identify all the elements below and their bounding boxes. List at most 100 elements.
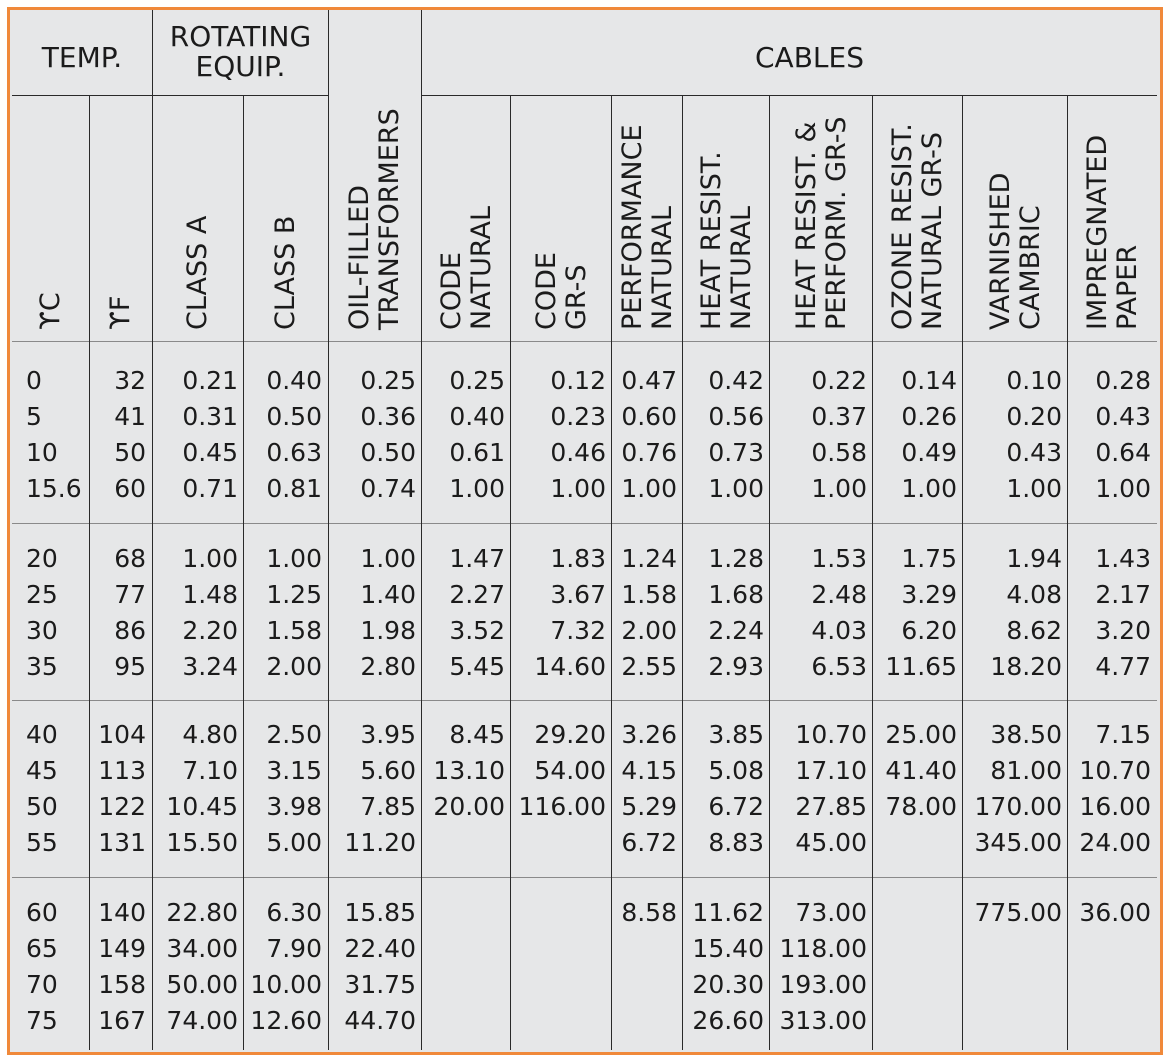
table-cell: 74.00: [166, 1006, 238, 1035]
table-cell: 25.00: [885, 720, 957, 749]
rule-group-0: [12, 341, 1157, 342]
table-cell: 0.26: [901, 402, 957, 431]
table-cell: 1.00: [708, 474, 764, 503]
table-cell: 73.00: [795, 898, 867, 927]
table-cell: 20.30: [692, 970, 764, 999]
table-cell: 22.40: [344, 934, 416, 963]
table-cell: 0.63: [266, 438, 322, 467]
table-cell: 95: [114, 652, 146, 681]
rule-col-classb: [243, 95, 244, 1050]
table-cell: 6.53: [811, 652, 867, 681]
table-cell: 10.00: [250, 970, 322, 999]
table-cell: 0.43: [1006, 438, 1062, 467]
table-cell: 77: [114, 580, 146, 609]
rule-group-3: [12, 877, 1157, 878]
table-cell: 1.98: [360, 616, 416, 645]
row-header-c: 15.6: [26, 474, 82, 503]
table-cell: 2.27: [449, 580, 505, 609]
table-cell: 5.45: [449, 652, 505, 681]
table-cell: 1.94: [1006, 544, 1062, 573]
rule-cable-col-0: [510, 95, 511, 1050]
table-cell: 5.00: [266, 828, 322, 857]
column-label-8: HEAT RESIST. NATURAL: [696, 151, 757, 330]
table-cell: 775.00: [974, 898, 1062, 927]
row-header-c: 45: [26, 756, 58, 785]
table-cell: 17.10: [795, 756, 867, 785]
row-header-c: 40: [26, 720, 58, 749]
table-cell: 122: [98, 792, 146, 821]
table-cell: 0.61: [449, 438, 505, 467]
table-cell: 11.62: [692, 898, 764, 927]
table-cell: 313.00: [779, 1006, 867, 1035]
table-cell: 1.00: [1006, 474, 1062, 503]
table-cell: 116.00: [518, 792, 606, 821]
row-header-c: 10: [26, 438, 58, 467]
table-cell: 1.58: [266, 616, 322, 645]
table-cell: 1.68: [708, 580, 764, 609]
table-cell: 68: [114, 544, 146, 573]
table-cell: 6.72: [621, 828, 677, 857]
table-cell: 345.00: [974, 828, 1062, 857]
table-cell: 27.85: [795, 792, 867, 821]
table-cell: 0.81: [266, 474, 322, 503]
table-cell: 0.46: [550, 438, 606, 467]
row-header-c: 50: [26, 792, 58, 821]
table-cell: 86: [114, 616, 146, 645]
table-cell: 7.15: [1095, 720, 1151, 749]
table-cell: 2.20: [182, 616, 238, 645]
table-cell: 1.40: [360, 580, 416, 609]
column-label-1: ϒF: [105, 295, 136, 330]
table-cell: 16.00: [1079, 792, 1151, 821]
row-header-c: 35: [26, 652, 58, 681]
column-label-11: VARNISHED CAMBRIC: [985, 172, 1046, 330]
row-header-c: 30: [26, 616, 58, 645]
table-cell: 44.70: [344, 1006, 416, 1035]
table-cell: 0.25: [449, 366, 505, 395]
table-cell: 0.21: [182, 366, 238, 395]
table-cell: 1.75: [901, 544, 957, 573]
table-cell: 11.65: [885, 652, 957, 681]
table-cell: 15.50: [166, 828, 238, 857]
table-cell: 81.00: [990, 756, 1062, 785]
rule-cable-col-4: [872, 95, 873, 1050]
rule-cable-col-5: [962, 95, 963, 1050]
table-cell: 26.60: [692, 1006, 764, 1035]
column-label-6: CODE GR-S: [531, 252, 592, 330]
table-cell: 1.00: [360, 544, 416, 573]
table-cell: 3.24: [182, 652, 238, 681]
table-cell: 2.93: [708, 652, 764, 681]
table-cell: 0.56: [708, 402, 764, 431]
table-cell: 4.08: [1006, 580, 1062, 609]
table-cell: 32: [114, 366, 146, 395]
table-cell: 2.80: [360, 652, 416, 681]
table-cell: 50: [114, 438, 146, 467]
table-cell: 31.75: [344, 970, 416, 999]
table-cell: 0.14: [901, 366, 957, 395]
column-label-12: IMPREGNATED PAPER: [1082, 134, 1143, 330]
table-cell: 5.60: [360, 756, 416, 785]
column-label-7: PERFORMANCE NATURAL: [617, 124, 678, 330]
temp-header: TEMP.: [41, 41, 123, 74]
table-cell: 0.71: [182, 474, 238, 503]
table-frame: [7, 7, 1163, 1055]
rule-cable-col-6: [1067, 95, 1068, 1050]
rule-group-2: [12, 700, 1157, 701]
table-cell: 1.28: [708, 544, 764, 573]
table-cell: 41: [114, 402, 146, 431]
table-cell: 36.00: [1079, 898, 1151, 927]
table-cell: 45.00: [795, 828, 867, 857]
table-cell: 60: [114, 474, 146, 503]
row-header-c: 55: [26, 828, 58, 857]
row-header-c: 75: [26, 1006, 58, 1035]
table-cell: 104: [98, 720, 146, 749]
table-cell: 1.00: [550, 474, 606, 503]
table-cell: 7.32: [550, 616, 606, 645]
rule-col-f: [89, 95, 90, 1050]
table-cell: 4.77: [1095, 652, 1151, 681]
table-cell: 1.00: [811, 474, 867, 503]
table-cell: 4.15: [621, 756, 677, 785]
table-cell: 4.80: [182, 720, 238, 749]
table-cell: 0.40: [266, 366, 322, 395]
row-header-c: 5: [26, 402, 42, 431]
table-cell: 2.55: [621, 652, 677, 681]
